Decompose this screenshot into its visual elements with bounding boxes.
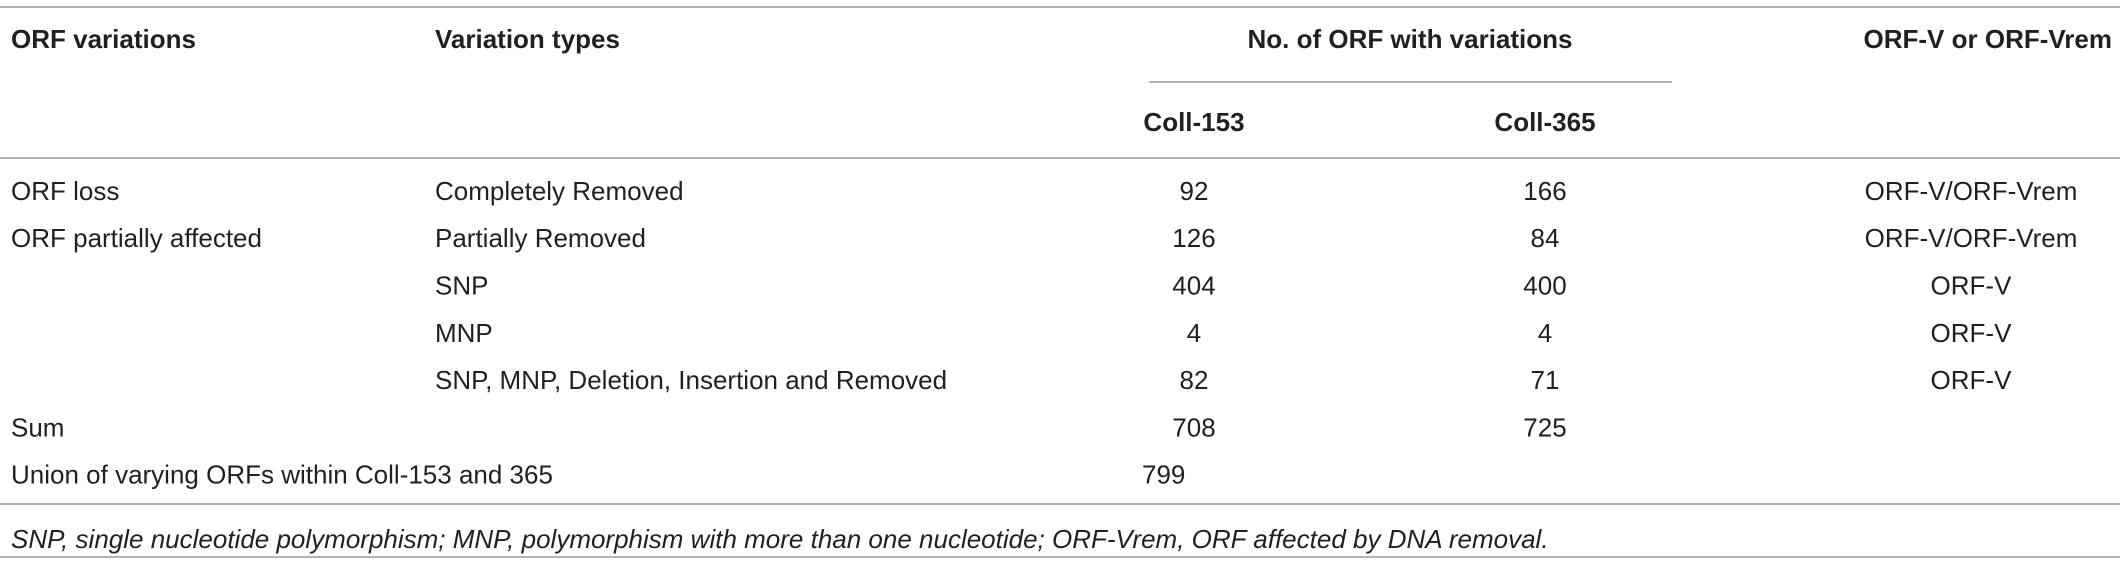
table-cell: Union of varying ORFs within Coll-153 an… — [11, 460, 553, 490]
footnote: SNP, single nucleotide polymorphism; MNP… — [11, 524, 1549, 554]
table-cell: 708 — [1172, 412, 1215, 442]
subheader-cell: Coll-365 — [1494, 107, 1595, 137]
table-cell: Partially Removed — [435, 223, 646, 253]
table-cell: Completely Removed — [435, 176, 684, 206]
table-cell: ORF-V/ORF-Vrem — [1865, 176, 2078, 206]
subheader-cell: Coll-153 — [1143, 107, 1244, 137]
table-cell: Sum — [11, 412, 64, 442]
table-cell: MNP — [435, 318, 493, 348]
table-cell: 126 — [1172, 223, 1215, 253]
header-cell: No. of ORF with variations — [1247, 24, 1572, 54]
table-cell: ORF-V — [1931, 318, 2013, 348]
table-cell: SNP, MNP, Deletion, Insertion and Remove… — [435, 365, 947, 395]
table-cell: 799 — [1142, 460, 1185, 490]
table-cell: 92 — [1180, 176, 1209, 206]
table-cell: 166 — [1523, 176, 1566, 206]
header-cell: ORF variations — [11, 24, 196, 54]
table-cell: 82 — [1180, 365, 1209, 395]
table-cell: 404 — [1172, 270, 1215, 300]
table-cell: 71 — [1531, 365, 1560, 395]
table-cell: ORF loss — [11, 176, 119, 206]
header-cell: ORF-V or ORF-Vrem — [1864, 24, 2112, 54]
table-cell: 84 — [1531, 223, 1560, 253]
table-cell: SNP — [435, 270, 488, 300]
table-cell: ORF partially affected — [11, 223, 262, 253]
table-cell: 4 — [1538, 318, 1552, 348]
table-cell: ORF-V — [1931, 270, 2013, 300]
table-cell: ORF-V — [1931, 365, 2013, 395]
table-cell: 725 — [1523, 412, 1566, 442]
header-cell: Variation types — [435, 24, 620, 54]
table-cell: 4 — [1187, 318, 1201, 348]
table-cell: ORF-V/ORF-Vrem — [1865, 223, 2078, 253]
table-cell: 400 — [1523, 270, 1566, 300]
